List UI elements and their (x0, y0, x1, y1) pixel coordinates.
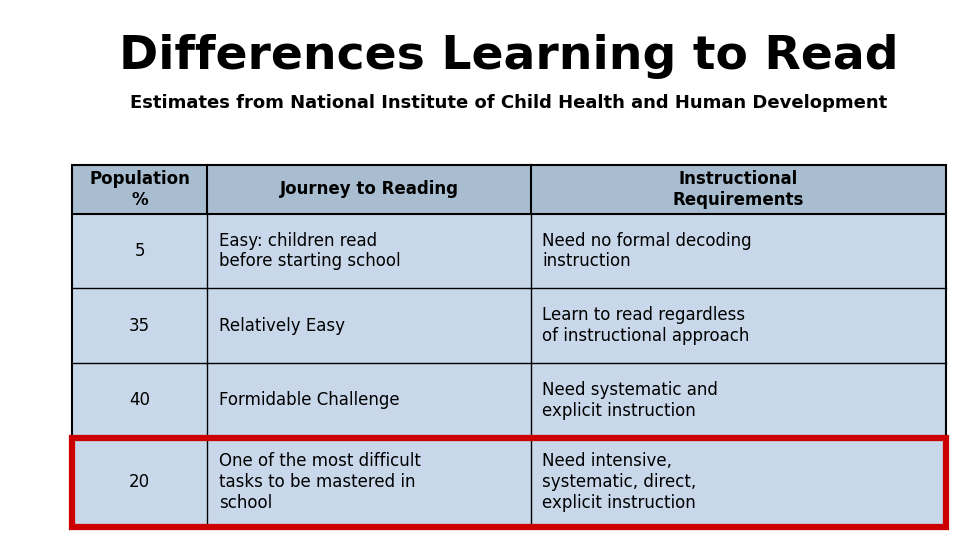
Text: One of the most difficult
tasks to be mastered in
school: One of the most difficult tasks to be ma… (219, 453, 420, 512)
Text: Relatively Easy: Relatively Easy (219, 316, 345, 335)
Text: 35: 35 (130, 316, 151, 335)
Text: Easy: children read
before starting school: Easy: children read before starting scho… (219, 232, 400, 271)
Text: Population
%: Population % (89, 170, 190, 208)
Text: 5: 5 (134, 242, 145, 260)
Bar (72, 165, 946, 526)
Bar (72, 165, 946, 213)
Text: 20: 20 (130, 473, 151, 491)
Text: 40: 40 (130, 392, 150, 409)
Text: Need no formal decoding
instruction: Need no formal decoding instruction (542, 232, 752, 271)
Text: Formidable Challenge: Formidable Challenge (219, 392, 399, 409)
Text: Need intensive,
systematic, direct,
explicit instruction: Need intensive, systematic, direct, expl… (542, 453, 696, 512)
Text: Need systematic and
explicit instruction: Need systematic and explicit instruction (542, 381, 718, 420)
Bar (72, 438, 946, 526)
Text: Instructional
Requirements: Instructional Requirements (672, 170, 804, 208)
Bar (72, 165, 946, 526)
Text: Learn to read regardless
of instructional approach: Learn to read regardless of instructiona… (542, 306, 750, 345)
Text: Journey to Reading: Journey to Reading (279, 180, 459, 198)
Text: Estimates from National Institute of Child Health and Human Development: Estimates from National Institute of Chi… (131, 93, 887, 112)
Text: Differences Learning to Read: Differences Learning to Read (119, 34, 899, 79)
